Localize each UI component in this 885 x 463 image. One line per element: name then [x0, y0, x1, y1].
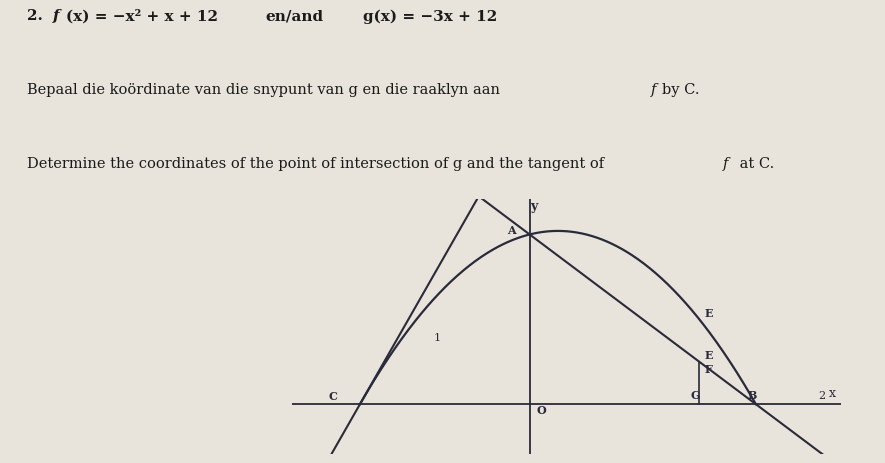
Text: by C.: by C. [662, 83, 699, 97]
Text: g(x) = −3x + 12: g(x) = −3x + 12 [363, 9, 497, 24]
Text: G: G [691, 389, 700, 400]
Text: A: A [507, 225, 516, 237]
Text: at C.: at C. [735, 157, 774, 171]
Text: y: y [530, 200, 538, 213]
Text: E: E [705, 307, 713, 319]
Text: f: f [723, 157, 728, 171]
Text: Determine the coordinates of the point of intersection of g and the tangent of: Determine the coordinates of the point o… [27, 157, 608, 171]
Text: 2: 2 [818, 391, 825, 401]
Text: f: f [53, 9, 59, 23]
Text: 1: 1 [434, 332, 441, 343]
Text: F: F [705, 364, 712, 375]
Text: en/and: en/and [266, 9, 324, 23]
Text: O: O [536, 405, 546, 416]
Text: E: E [705, 350, 713, 361]
Text: Bepaal die koördinate van die snypunt van g en die raaklyn aan: Bepaal die koördinate van die snypunt va… [27, 83, 504, 97]
Text: (x) = −x² + x + 12: (x) = −x² + x + 12 [66, 9, 219, 24]
Text: 2.: 2. [27, 9, 48, 23]
Text: x: x [828, 387, 835, 400]
Text: f: f [650, 83, 656, 97]
Text: C: C [329, 391, 338, 402]
Text: B: B [748, 389, 757, 400]
